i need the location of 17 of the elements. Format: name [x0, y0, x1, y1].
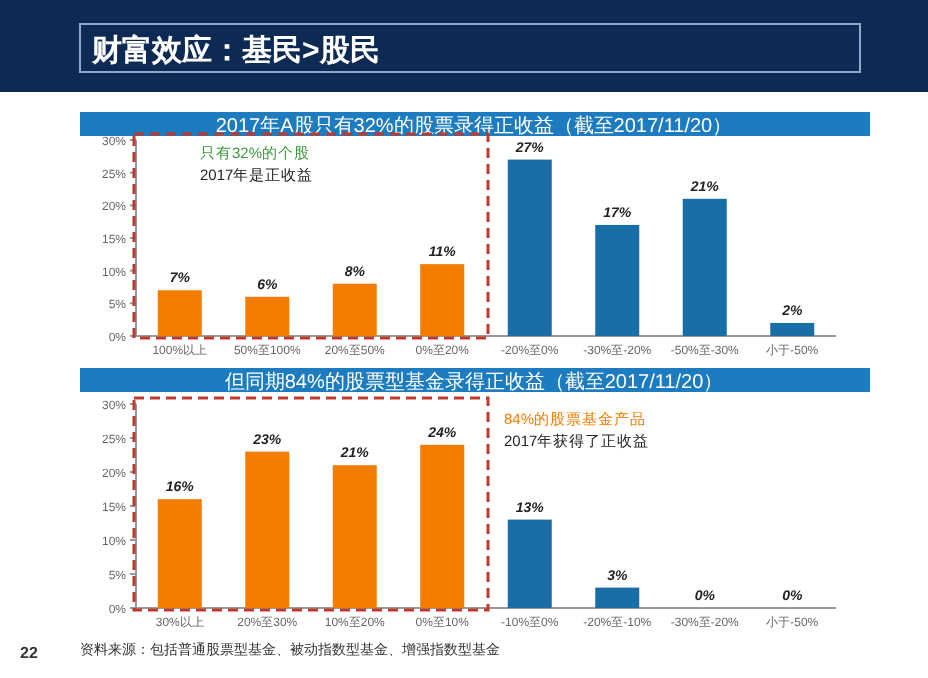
bar: [595, 587, 640, 608]
bar: [245, 451, 290, 608]
bar: [332, 283, 377, 336]
bar: [682, 198, 727, 336]
bar: [507, 159, 552, 336]
bar: [332, 465, 377, 608]
bar: [770, 322, 815, 336]
bar: [245, 296, 290, 336]
chart-title: 但同期84%的股票型基金录得正收益（截至2017/11/20）: [224, 370, 724, 394]
bar: [157, 290, 202, 336]
bar: [507, 519, 552, 608]
bar: [420, 264, 465, 336]
bar: [595, 224, 640, 336]
bar: [157, 499, 202, 608]
chart-title: 财富效应：基民>股民: [90, 32, 380, 68]
bar: [420, 444, 465, 608]
text: 22: [20, 644, 39, 662]
